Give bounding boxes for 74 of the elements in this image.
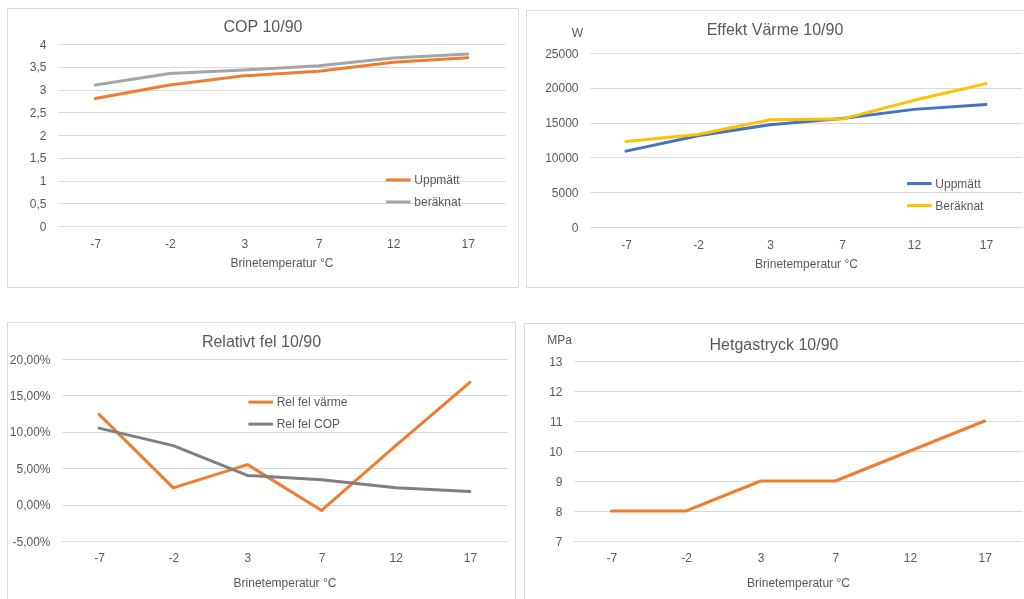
y-tick-label: 15,00% [9, 388, 51, 403]
x-tick-label: 3 [757, 550, 765, 565]
y-tick-label: 5,00% [16, 461, 51, 476]
line-series [624, 82, 988, 143]
y-tick-label: 10 [549, 444, 563, 459]
y-tick-label: 15000 [545, 116, 579, 131]
x-tick-label: 3 [241, 236, 249, 251]
line-series [97, 380, 472, 512]
y-tick-label: 0 [39, 219, 47, 234]
y-tick-label: 8 [555, 504, 563, 519]
y-tick-label: 3,5 [29, 60, 47, 75]
x-tick-label: 12 [903, 550, 918, 565]
line-series [97, 426, 472, 493]
y-tick-label: 7 [555, 534, 563, 549]
x-tick-label: 7 [318, 550, 326, 565]
y-tick-label: 5000 [551, 185, 579, 200]
y-tick-label: 3 [39, 83, 47, 97]
y-tick-label: 20000 [545, 81, 579, 96]
y-tick-label: 2,5 [29, 105, 47, 120]
chart-title: COP 10/90 [223, 18, 303, 35]
legend-label: Uppmätt [414, 172, 461, 187]
legend-label: Beräknat [935, 198, 985, 213]
y-tick-label: 9 [555, 474, 563, 489]
y-tick-label: 0 [571, 220, 579, 235]
y-tick-label: 0,5 [29, 196, 47, 211]
y-tick-label: 12 [549, 384, 563, 399]
x-tick-label: -7 [94, 550, 106, 565]
x-tick-label: 12 [907, 237, 922, 252]
x-tick-label: 3 [767, 237, 775, 252]
x-axis-title: Brinetemperatur °C [230, 255, 334, 270]
legend-label: Rel fel COP [276, 417, 341, 432]
y-tick-label: 10000 [545, 150, 579, 165]
y-tick-label: 20,00% [9, 352, 51, 367]
x-tick-label: 17 [979, 237, 994, 252]
x-tick-label: -7 [90, 236, 102, 251]
line-series [609, 419, 987, 513]
x-axis-title: Brinetemperatur °C [755, 256, 859, 271]
x-axis-title: Brinetemperatur °C [747, 575, 851, 590]
y-axis-title: W [571, 25, 584, 40]
x-tick-label: 17 [978, 550, 993, 565]
x-tick-label: -2 [164, 236, 176, 251]
x-tick-label: -2 [681, 550, 693, 565]
x-tick-label: 17 [463, 550, 478, 565]
x-tick-label: 12 [389, 550, 404, 565]
line-series [93, 52, 470, 87]
x-tick-label: -7 [606, 550, 618, 565]
y-tick-label: 10,00% [9, 425, 51, 440]
y-tick-label: 0,00% [16, 498, 51, 513]
y-tick-label: 13 [549, 354, 563, 369]
x-tick-label: 3 [244, 550, 252, 565]
y-tick-label: -5,00% [12, 534, 51, 549]
x-tick-label: -7 [621, 237, 633, 252]
y-tick-label: 2 [39, 128, 47, 143]
y-tick-label: 4 [39, 37, 47, 52]
legend-label: Uppmätt [935, 176, 982, 191]
y-tick-label: 11 [550, 414, 563, 429]
x-tick-label: 7 [315, 236, 323, 251]
x-axis-title: Brinetemperatur °C [233, 575, 337, 590]
x-tick-label: 17 [461, 236, 476, 251]
line-series [93, 56, 470, 101]
y-tick-label: 25000 [545, 46, 579, 61]
x-tick-label: -2 [693, 237, 705, 252]
x-tick-label: 7 [839, 237, 847, 252]
legend-label: beräknat [414, 194, 462, 209]
chart-title: Hetgastryck 10/90 [709, 336, 839, 353]
y-tick-label: 1 [39, 174, 47, 188]
x-tick-label: 7 [832, 550, 840, 565]
y-tick-label: 1,5 [29, 151, 47, 166]
x-tick-label: 12 [387, 236, 401, 251]
legend-label: Rel fel värme [276, 395, 348, 410]
chart-title: Effekt Värme 10/90 [706, 21, 844, 38]
chart-title: Relativt fel 10/90 [201, 333, 322, 350]
y-axis-title: MPa [547, 332, 573, 347]
x-tick-label: -2 [168, 550, 180, 565]
